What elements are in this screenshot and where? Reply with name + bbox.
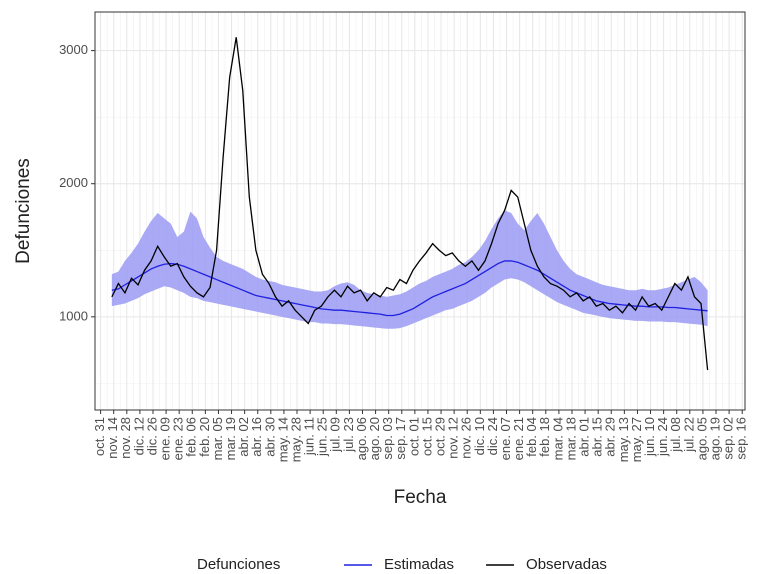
x-tick-label: nov. 12 — [446, 417, 461, 459]
x-tick-label: dic. 12 — [131, 417, 146, 455]
x-tick-label: dic. 26 — [144, 417, 159, 455]
x-tick-label: feb. 06 — [184, 417, 199, 457]
y-axis-title: Defunciones — [13, 158, 34, 264]
x-tick-label: sep. 02 — [721, 417, 736, 460]
y-tick-label: 3000 — [59, 42, 88, 57]
x-tick-label: ene. 21 — [511, 417, 526, 460]
x-tick-label: mar. 04 — [550, 417, 565, 460]
x-tick-label: jun. 10 — [642, 417, 657, 457]
x-tick-label: jul. 09 — [328, 417, 343, 453]
x-tick-label: sep. 16 — [734, 417, 749, 460]
x-tick-label: ago. 05 — [694, 417, 709, 460]
x-tick-label: nov. 26 — [459, 417, 474, 459]
x-tick-label: oct. 29 — [432, 417, 447, 456]
plot-border — [94, 11, 746, 411]
x-tick-label: sep. 17 — [393, 417, 408, 460]
legend-label: Estimadas — [384, 556, 454, 573]
x-tick-label: ago. 20 — [367, 417, 382, 460]
series-line — [111, 260, 708, 317]
x-tick-label: may. 13 — [616, 417, 631, 462]
x-tick-label: jun. 25 — [315, 417, 330, 457]
legend-title: Defunciones — [197, 556, 280, 573]
x-tick-label: nov. 28 — [118, 417, 133, 459]
x-tick-label: jul. 23 — [341, 417, 356, 453]
x-tick-label: ago. 06 — [354, 417, 369, 460]
x-tick-label: abr. 29 — [603, 417, 618, 457]
x-tick-label: ene. 07 — [498, 417, 513, 460]
x-tick-label: jul. 08 — [668, 417, 683, 453]
x-tick-label: feb. 18 — [537, 417, 552, 457]
x-tick-label: oct. 31 — [92, 417, 107, 456]
x-axis-title: Fecha — [394, 487, 447, 508]
x-tick-label: abr. 16 — [249, 417, 264, 457]
x-tick-label: mar. 05 — [210, 417, 225, 460]
legend-label: Observadas — [526, 556, 607, 573]
y-tick-label: 1000 — [59, 308, 88, 323]
x-tick-label: mar. 18 — [563, 417, 578, 460]
x-tick-label: jun. 11 — [302, 417, 317, 456]
x-tick-label: ago. 19 — [707, 417, 722, 460]
confidence-band — [111, 210, 708, 329]
y-tick-label: 2000 — [59, 175, 88, 190]
x-tick-label: abr. 15 — [590, 417, 605, 457]
x-tick-label: may. 27 — [629, 417, 644, 462]
x-tick-label: feb. 20 — [197, 417, 212, 457]
x-tick-label: feb. 04 — [524, 417, 539, 457]
x-tick-label: jun. 24 — [655, 417, 670, 457]
x-tick-label: nov. 14 — [105, 417, 120, 459]
x-tick-label: mar. 19 — [223, 417, 238, 460]
x-tick-label: ene. 23 — [171, 417, 186, 460]
x-tick-label: dic. 24 — [485, 417, 500, 455]
x-tick-label: oct. 15 — [419, 417, 434, 456]
series-line — [111, 37, 709, 371]
x-tick-label: abr. 02 — [236, 417, 251, 457]
x-tick-label: oct. 01 — [406, 417, 421, 456]
x-tick-label: may. 14 — [275, 417, 290, 462]
x-tick-label: dic. 10 — [472, 417, 487, 455]
x-tick-label: jul. 22 — [681, 417, 696, 453]
x-tick-label: may. 28 — [288, 417, 303, 462]
x-tick-label: sep. 03 — [380, 417, 395, 460]
x-tick-label: ene. 09 — [158, 417, 173, 460]
plot-background — [95, 12, 745, 410]
x-tick-label: abr. 01 — [577, 417, 592, 457]
x-tick-label: abr. 30 — [262, 417, 277, 457]
